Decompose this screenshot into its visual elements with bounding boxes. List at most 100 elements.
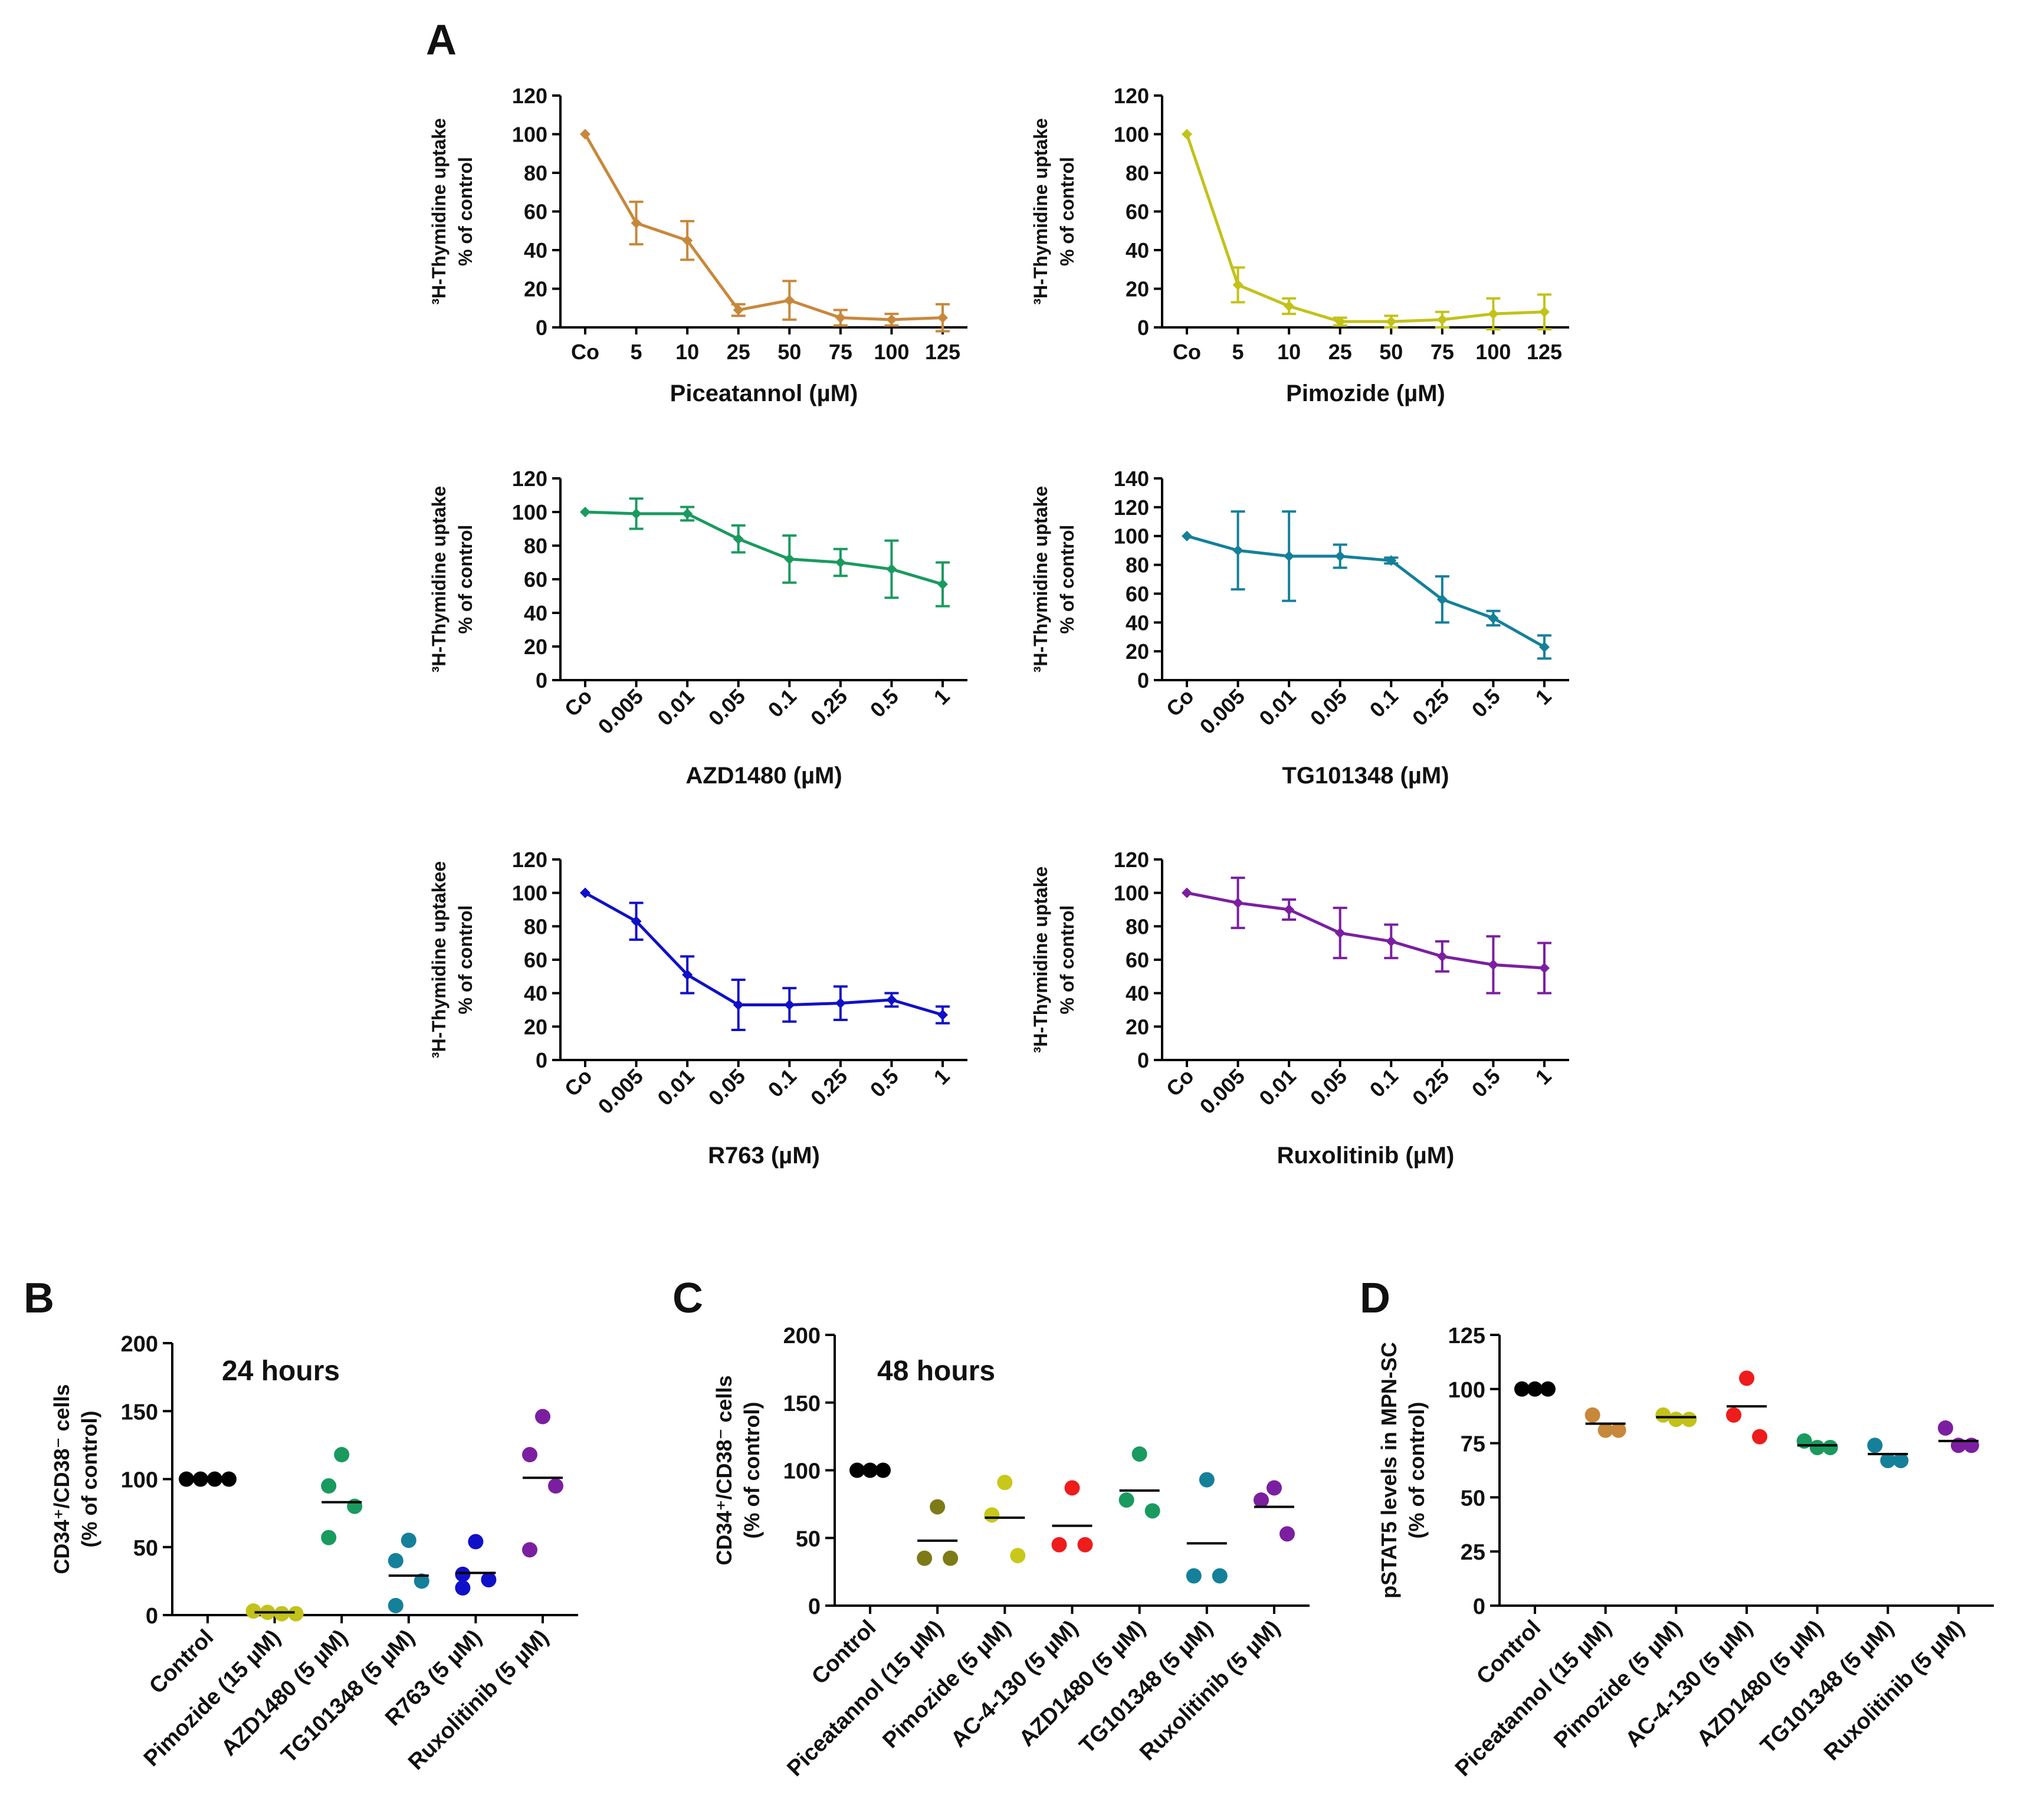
chart0-y-axis-label-line2: % of control xyxy=(455,157,476,266)
chart8-x-tick-label: AC-4-130 (5 µM) xyxy=(1621,1616,1758,1753)
chart3-data-point xyxy=(1334,550,1346,562)
chart0-data-point xyxy=(733,304,744,316)
chart2-data-point xyxy=(835,557,846,568)
chart6-y-tick-label: 0 xyxy=(146,1604,158,1629)
chart0-y-tick-label: 0 xyxy=(536,316,547,340)
chart3-series-line xyxy=(1186,534,1546,648)
chart2-y-tick-label: 100 xyxy=(512,500,547,524)
chart3-y-tick-label: 40 xyxy=(1126,611,1149,635)
chart4-x-tick-label: 0.01 xyxy=(652,1064,699,1111)
chart5-data-point xyxy=(1182,887,1192,898)
chart0-x-tick-label: 25 xyxy=(727,340,750,364)
chart3-y-tick-label: 140 xyxy=(1114,467,1149,491)
chart4-y-tick-label: 100 xyxy=(512,881,547,905)
panel-label-a: A xyxy=(426,17,457,64)
chart6-data-point xyxy=(347,1498,363,1514)
chart3-x-tick-label: 0.05 xyxy=(1305,684,1352,731)
panel-label-c: C xyxy=(672,1275,703,1322)
chart8-data-point xyxy=(1893,1452,1909,1468)
chart5-x-tick-label: 0.005 xyxy=(1195,1064,1250,1119)
chart6-data-point xyxy=(522,1447,537,1463)
chart7-data-point xyxy=(1051,1537,1067,1553)
chart6-data-point xyxy=(455,1566,471,1582)
chart8-y-axis-label-line2: (% of control) xyxy=(1405,1402,1429,1539)
chart7-x-tick-label: AC-4-130 (5 µM) xyxy=(946,1616,1083,1753)
chart1-x-tick-label: 125 xyxy=(1527,340,1562,364)
chart6-data-point xyxy=(221,1471,237,1487)
chart2-x-tick-label: 0.05 xyxy=(704,684,750,731)
chart8-data-point xyxy=(1597,1422,1613,1438)
chart-a-pimozide: 0 20 40 60 80 100 120 Co 5 10 25 50 75 100 125 Pimozide… xyxy=(1030,84,1569,406)
chart0-y-axis-label-line1: ³H-Thymidine uptake xyxy=(428,118,450,304)
chart7-data-point xyxy=(1254,1492,1269,1508)
panel-label-d: D xyxy=(1360,1275,1390,1322)
chart6-data-point xyxy=(535,1409,550,1425)
chart0-x-tick-label: Co xyxy=(571,340,599,364)
chart5-data-point xyxy=(1488,959,1499,970)
chart2-data-point xyxy=(886,563,897,575)
chart5-y-axis-label-line1: ³H-Thymidine uptake xyxy=(1030,867,1051,1053)
chart-a-tg101348: 0 20 40 60 80 100 120 140 Co0.005 0.01 0.05 0.1 0.25… xyxy=(1030,467,1569,789)
chart1-data-point xyxy=(1284,300,1295,311)
chart6-y-axis-label-line2: (% of control) xyxy=(77,1411,101,1548)
chart7-data-point xyxy=(1064,1480,1080,1496)
chart2-series-line xyxy=(585,510,943,586)
chart3-data-point xyxy=(1539,641,1550,652)
chart1-y-axis-label-line2: % of control xyxy=(1057,157,1078,266)
chart2-data-point xyxy=(682,508,693,519)
chart0-x-tick-label: 50 xyxy=(777,340,801,364)
chart1-x-tick-label: Co xyxy=(1173,340,1201,364)
chart4-data-point xyxy=(631,915,642,927)
chart6-data-point xyxy=(468,1534,484,1550)
chart8-data-point xyxy=(1809,1439,1825,1455)
chart4-data-point xyxy=(733,999,744,1010)
chart0-data-point xyxy=(886,314,897,325)
chart8-data-point xyxy=(1610,1422,1626,1438)
chart8-x-tick-label: TG101348 (5 µM) xyxy=(1756,1616,1898,1758)
chart1-x-tick-label: 10 xyxy=(1277,340,1301,364)
chart6-data-point xyxy=(401,1532,416,1548)
chart4-x-axis-label: R763 (µM) xyxy=(708,1143,820,1169)
chart0-y-tick-label: 100 xyxy=(512,123,547,147)
chart6-data-point xyxy=(179,1471,194,1487)
chart1-x-tick-label: 5 xyxy=(1232,340,1244,364)
chart4-data-point xyxy=(835,997,846,1009)
chart5-x-tick-label: 0.25 xyxy=(1407,1064,1454,1111)
chart0-y-tick-label: 60 xyxy=(524,200,547,224)
chart5-y-tick-label: 0 xyxy=(1137,1048,1149,1072)
chart4-y-axis-label-line1: ³H-Thymidine uptakee xyxy=(428,861,450,1058)
chart5-y-tick-label: 100 xyxy=(1114,881,1149,905)
chart2-data-point xyxy=(937,579,948,590)
chart2-y-tick-label: 60 xyxy=(524,567,547,592)
chart6-data-point xyxy=(481,1572,497,1588)
chart5-x-tick-label: Co xyxy=(1162,1064,1199,1101)
chart8-y-tick-label: 100 xyxy=(1448,1378,1485,1403)
chart1-data-point xyxy=(1334,316,1346,327)
chart5-x-tick-label: 0.1 xyxy=(1365,1064,1403,1102)
chart1-x-tick-label: 50 xyxy=(1379,340,1403,364)
chart0-data-point xyxy=(682,235,693,246)
chart3-x-tick-label: 0.5 xyxy=(1467,684,1505,722)
chart0-y-tick-label: 80 xyxy=(524,161,547,185)
chart7-data-point xyxy=(1186,1568,1202,1584)
chart6-data-point xyxy=(414,1573,429,1589)
chart1-data-point xyxy=(1488,309,1499,320)
chart4-y-tick-label: 40 xyxy=(524,982,547,1006)
chart0-x-tick-label: 5 xyxy=(631,340,642,364)
chart5-y-tick-label: 120 xyxy=(1114,848,1149,872)
chart3-x-tick-label: 0.1 xyxy=(1365,684,1403,722)
chart6-data-point xyxy=(522,1542,537,1558)
chart2-x-tick-label: Co xyxy=(560,684,597,721)
chart7-data-point xyxy=(1118,1492,1134,1508)
chart5-x-tick-label: 1 xyxy=(1531,1064,1556,1090)
chart5-y-tick-label: 20 xyxy=(1126,1015,1149,1039)
chart6-data-point xyxy=(288,1606,304,1622)
chart8-data-point xyxy=(1726,1407,1741,1423)
chart3-x-tick-label: 0.25 xyxy=(1407,684,1454,731)
chart0-y-tick-label: 120 xyxy=(512,84,547,108)
chart8-data-point xyxy=(1655,1407,1671,1423)
chart7-y-tick-label: 0 xyxy=(808,1594,821,1619)
